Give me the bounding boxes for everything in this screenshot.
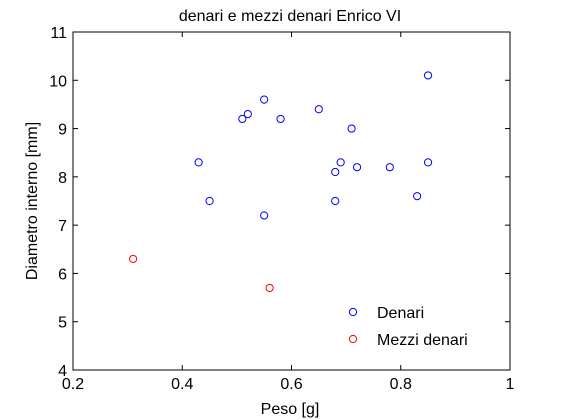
point-denari [194,158,203,167]
legend-marker-denari [348,307,358,317]
legend-marker-mezzi-denari [348,334,358,344]
point-denari [423,71,433,80]
point-denari [205,196,214,206]
point-denari [260,211,269,220]
data-points [128,71,433,293]
point-mezzi-denari [265,283,274,293]
legend-label-mezzi-denari: Mezzi denari [377,332,468,349]
x-tick-label: 0.8 [390,376,412,393]
plot-area [72,31,511,371]
y-tick-label: 8 [58,170,67,187]
y-axis: 4 5 6 7 8 9 10 11 [49,25,510,380]
y-tick-label: 9 [58,122,67,139]
y-tick-label: 6 [58,266,67,283]
point-denari [423,158,433,167]
point-denari [260,95,269,104]
legend-label-denari: Denari [377,305,424,322]
legend: Denari Mezzi denari [348,305,468,349]
point-denari [243,109,252,119]
x-tick-label: 0.4 [171,376,193,393]
x-tick-label: 1 [506,376,515,393]
point-denari [336,158,345,167]
point-denari [413,192,422,201]
x-axis-label: Peso [g] [261,401,320,418]
y-tick-label: 10 [49,73,67,90]
point-denari [314,105,323,114]
point-mezzi-denari [128,254,138,264]
y-tick-label: 7 [58,218,67,235]
x-axis: 0.2 0.4 0.6 0.8 1 [62,32,515,393]
point-denari [352,163,362,172]
point-denari [385,163,394,172]
x-tick-label: 0.2 [62,376,84,393]
point-denari [331,196,340,206]
y-tick-label: 11 [50,25,67,42]
x-tick-label: 0.6 [280,376,302,393]
y-tick-label: 4 [58,363,67,380]
point-denari [276,114,285,124]
point-denari [238,114,247,124]
y-axis-label: Diametro interno [mm] [24,122,41,280]
chart-title: denari e mezzi denari Enrico VI [179,8,401,25]
point-denari [331,167,340,177]
y-tick-label: 5 [58,315,67,332]
point-denari [347,124,356,133]
